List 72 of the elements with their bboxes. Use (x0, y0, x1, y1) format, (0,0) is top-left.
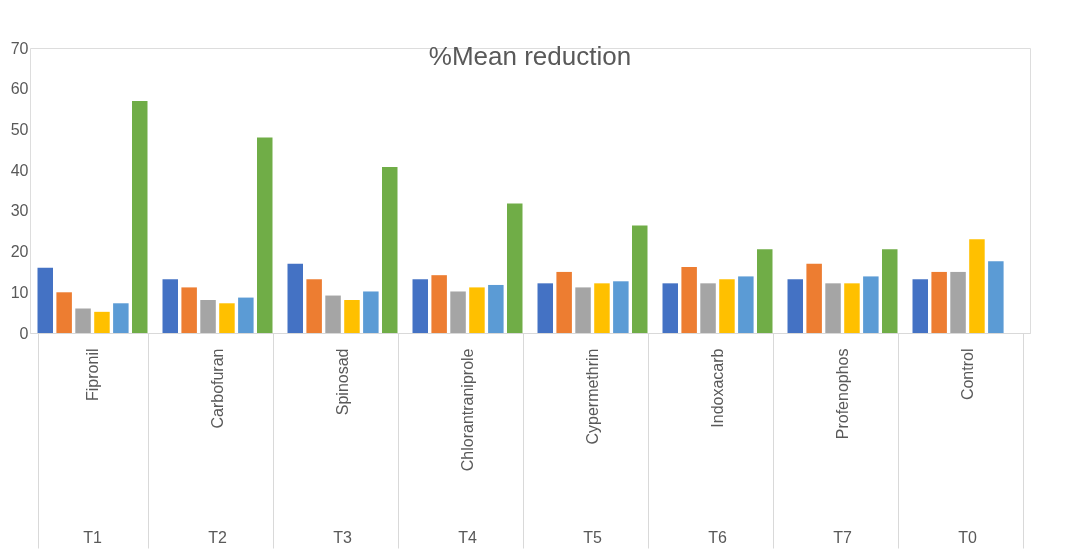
bar (613, 281, 629, 333)
bar (700, 283, 716, 333)
bar (306, 279, 322, 333)
bar (632, 225, 648, 333)
bar (412, 279, 428, 333)
bar (325, 295, 341, 333)
bar (825, 283, 841, 333)
x-tick-label: Carbofuran (209, 348, 226, 429)
y-tick-label: 10 (10, 283, 29, 301)
bar (162, 279, 178, 333)
y-tick-label: 30 (10, 202, 29, 220)
bar (556, 271, 572, 333)
text: T6 (708, 529, 727, 546)
y-tick-label: 60 (10, 80, 29, 98)
bar (469, 287, 485, 333)
bar (488, 284, 504, 333)
bar (863, 276, 879, 333)
y-tick-label: 0 (19, 324, 29, 342)
x-tick-label: Indoxacarb (709, 348, 726, 428)
bar (450, 291, 466, 333)
bar (94, 311, 110, 333)
bar (56, 292, 72, 333)
text: T2 (208, 529, 227, 546)
bar (787, 279, 803, 333)
bar (969, 239, 985, 333)
bar (594, 283, 610, 333)
bar (912, 279, 928, 333)
y-tick-label: 70 (10, 39, 29, 57)
bar (75, 308, 91, 333)
bar (844, 283, 860, 333)
bar (681, 267, 697, 333)
y-tick-label: 20 (10, 243, 29, 261)
x-tick-label: Control (959, 348, 976, 401)
bar (575, 287, 591, 333)
y-tick-label: 40 (10, 161, 29, 179)
bar (200, 300, 216, 333)
bar (257, 137, 273, 333)
bar (219, 303, 235, 333)
text: T4 (458, 529, 477, 546)
x-tick-label: Cypermethrin (584, 348, 601, 445)
text: T3 (333, 529, 352, 546)
bar (662, 283, 678, 333)
bar (931, 271, 947, 333)
x-tick-label: Profenophos (834, 348, 851, 440)
bar (738, 276, 754, 333)
bar (344, 300, 360, 333)
text: T0 (958, 529, 977, 546)
bar (287, 263, 303, 333)
bar (113, 303, 129, 333)
chart-title: %Mean reduction (428, 41, 632, 71)
bar (382, 166, 398, 333)
text: T7 (833, 529, 852, 546)
bar (132, 100, 148, 333)
bar (37, 267, 53, 333)
bar (806, 263, 822, 333)
bar (988, 261, 1004, 333)
text: T5 (583, 529, 602, 546)
bar (882, 249, 898, 333)
y-tick-label: 50 (10, 120, 29, 138)
bar (431, 275, 447, 333)
x-tick-label: Spinosad (334, 348, 351, 416)
bar (950, 271, 966, 333)
bar (757, 249, 773, 333)
x-tick-label: Fipronil (84, 348, 101, 401)
bar (363, 291, 379, 333)
x-tick-label: Chlorantraniprole (459, 348, 476, 472)
bar (181, 287, 197, 333)
bar (238, 297, 254, 333)
bar (719, 279, 735, 333)
bar (507, 203, 523, 333)
text: T1 (83, 529, 102, 546)
bar (537, 283, 553, 333)
